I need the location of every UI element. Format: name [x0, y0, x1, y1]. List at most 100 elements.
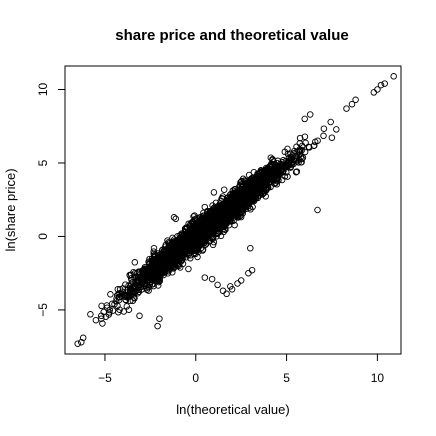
- data-point: [314, 206, 321, 214]
- data-point: [310, 142, 318, 149]
- data-point: [224, 197, 232, 204]
- data-point: [98, 312, 105, 320]
- data-point: [180, 235, 187, 242]
- data-point: [301, 115, 308, 123]
- data-point: [252, 177, 260, 184]
- data-point: [266, 171, 274, 179]
- data-point: [131, 259, 139, 266]
- data-point: [103, 304, 111, 311]
- data-point: [154, 322, 161, 330]
- data-point: [213, 233, 220, 240]
- data-point: [157, 257, 164, 265]
- data-point: [225, 221, 233, 229]
- data-point: [297, 147, 304, 154]
- data-point: [220, 202, 228, 209]
- y-axis: −5 0 5 10: [36, 83, 65, 317]
- data-point: [170, 258, 177, 266]
- y-tick-label: 5: [36, 159, 50, 166]
- x-tick-label: 5: [283, 371, 290, 385]
- data-point: [188, 226, 196, 233]
- data-point: [182, 232, 189, 240]
- data-point: [236, 181, 244, 189]
- data-point: [229, 209, 236, 216]
- data-point: [240, 195, 247, 202]
- x-axis-label: ln(theoretical value): [176, 402, 289, 417]
- data-point: [233, 189, 241, 196]
- data-point: [238, 198, 246, 206]
- data-point: [381, 80, 388, 87]
- data-point: [273, 177, 281, 185]
- data-point: [184, 250, 191, 258]
- data-point: [123, 303, 131, 310]
- data-point: [78, 338, 85, 346]
- data-point: [198, 222, 206, 229]
- data-point: [191, 212, 198, 219]
- x-axis: −5 0 5 10: [98, 354, 384, 385]
- data-point: [150, 244, 158, 252]
- y-tick-label: −5: [36, 303, 50, 317]
- data-point: [170, 214, 178, 221]
- data-point: [205, 238, 213, 245]
- data-point: [267, 154, 275, 161]
- data-point: [131, 288, 138, 295]
- data-point: [214, 220, 221, 227]
- data-point: [248, 266, 256, 274]
- data-point: [187, 220, 194, 227]
- data-point: [249, 177, 257, 184]
- data-point: [374, 86, 381, 93]
- data-point: [258, 181, 266, 188]
- data-points: [74, 73, 397, 347]
- data-point: [228, 286, 236, 293]
- data-point: [343, 105, 350, 112]
- data-point: [238, 177, 245, 185]
- data-point: [232, 196, 239, 204]
- data-point: [224, 194, 231, 201]
- data-point: [179, 260, 187, 267]
- data-point: [320, 125, 328, 132]
- data-point: [237, 205, 244, 213]
- data-point: [238, 188, 245, 196]
- data-point: [217, 202, 224, 209]
- data-point: [181, 245, 189, 252]
- data-point: [216, 210, 224, 218]
- data-point: [165, 239, 172, 246]
- data-point: [257, 185, 264, 193]
- data-point: [264, 184, 272, 192]
- data-point: [220, 186, 228, 193]
- data-point: [116, 286, 124, 293]
- data-point: [126, 297, 134, 305]
- data-point: [148, 276, 155, 283]
- data-point: [127, 275, 135, 282]
- data-point: [293, 154, 301, 162]
- data-point: [201, 274, 209, 281]
- data-point: [183, 234, 190, 241]
- data-point: [130, 268, 137, 276]
- data-point: [126, 272, 134, 279]
- data-point: [219, 225, 227, 233]
- data-point: [214, 281, 221, 289]
- data-point: [219, 287, 227, 295]
- data-point: [204, 219, 212, 226]
- data-point: [249, 184, 256, 192]
- data-point: [293, 168, 301, 175]
- data-point: [201, 230, 208, 238]
- data-point: [98, 302, 105, 310]
- data-point: [293, 157, 300, 165]
- data-point: [184, 240, 192, 247]
- data-point: [207, 212, 214, 219]
- data-point: [156, 315, 163, 322]
- data-point: [273, 181, 281, 188]
- data-point: [137, 277, 145, 284]
- data-point: [216, 212, 224, 220]
- data-point: [247, 244, 254, 252]
- data-point: [237, 277, 245, 284]
- data-point: [156, 271, 163, 279]
- data-point: [158, 247, 166, 254]
- data-point: [129, 290, 136, 297]
- data-point: [175, 241, 183, 248]
- data-point: [168, 250, 176, 258]
- data-point: [146, 267, 154, 275]
- data-point: [136, 312, 143, 320]
- data-point: [328, 134, 336, 141]
